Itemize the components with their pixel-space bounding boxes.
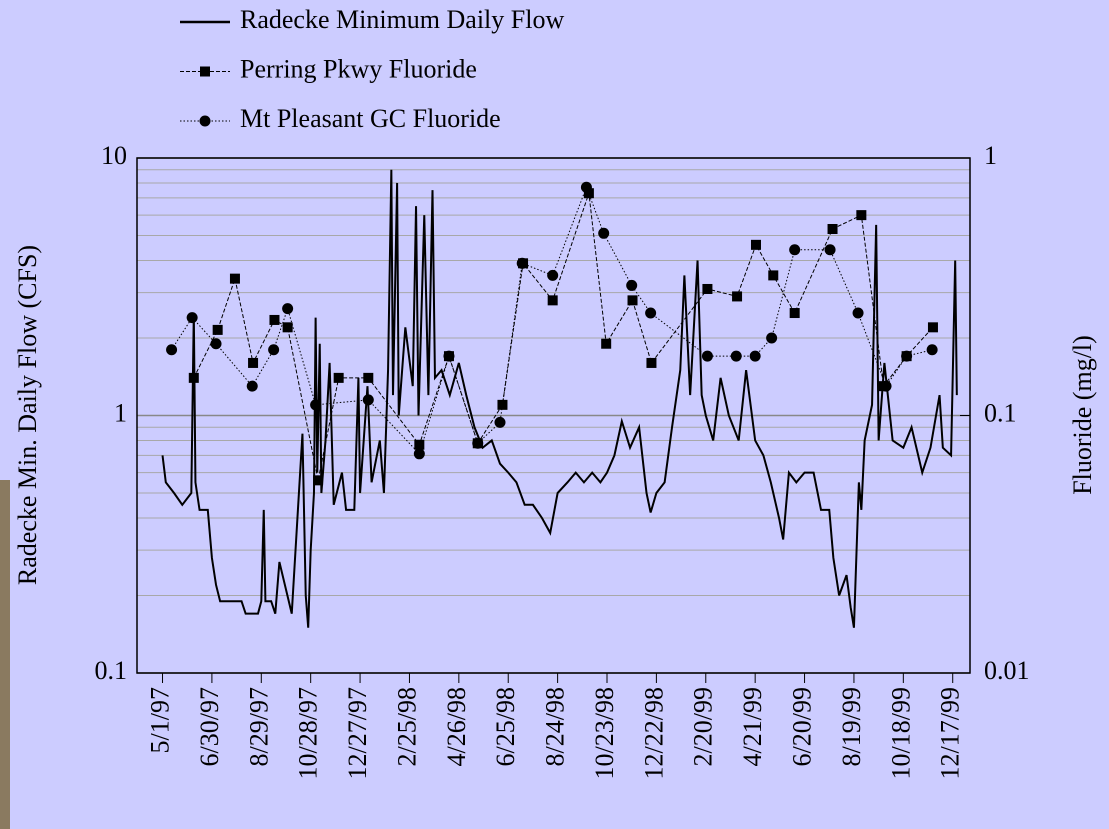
x-tick-label: 6/30/97	[195, 687, 224, 766]
marker	[282, 322, 293, 333]
marker	[362, 394, 374, 406]
marker	[310, 399, 322, 411]
x-tick-label: 12/27/97	[343, 687, 372, 779]
legend-label: Perring Pkwy Fluoride	[240, 54, 477, 83]
marker	[313, 475, 324, 486]
marker	[749, 350, 761, 362]
y-tick-label: 1	[114, 398, 127, 427]
marker	[730, 350, 742, 362]
marker	[472, 437, 484, 449]
marker	[269, 314, 280, 325]
marker	[789, 244, 801, 256]
x-tick-label: 12/22/98	[639, 687, 668, 779]
marker	[927, 322, 938, 333]
marker	[880, 380, 892, 392]
marker	[646, 357, 657, 368]
marker	[363, 372, 374, 383]
y2-tick-label: 0.01	[984, 656, 1030, 685]
marker	[210, 338, 222, 350]
marker	[333, 372, 344, 383]
x-tick-label: 2/25/98	[392, 687, 421, 766]
marker	[497, 399, 508, 410]
x-tick-label: 10/18/99	[886, 687, 915, 779]
marker	[789, 308, 800, 319]
marker	[583, 188, 594, 199]
marker	[856, 210, 867, 221]
legend-marker	[199, 115, 211, 127]
marker	[626, 279, 638, 291]
legend-marker	[200, 66, 210, 77]
x-tick-label: 4/26/98	[442, 687, 471, 766]
y2-axis-label: Fluoride (mg/l)	[1068, 335, 1097, 495]
series-line	[171, 185, 933, 455]
marker	[229, 273, 240, 284]
marker	[246, 380, 258, 392]
marker	[547, 269, 559, 281]
x-tick-label: 6/20/99	[788, 687, 817, 766]
marker	[598, 227, 610, 239]
x-tick-label: 12/17/99	[936, 687, 965, 779]
legend-label: Radecke Minimum Daily Flow	[240, 5, 564, 34]
x-tick-label: 5/1/97	[145, 687, 174, 753]
photo-edge	[0, 480, 10, 829]
marker	[188, 372, 199, 383]
x-tick-label: 10/23/98	[590, 687, 619, 779]
marker	[547, 295, 558, 306]
marker	[901, 350, 913, 362]
legend-label: Mt Pleasant GC Fluoride	[240, 104, 501, 133]
x-tick-label: 8/19/99	[837, 687, 866, 766]
marker	[766, 332, 778, 344]
marker	[443, 350, 455, 362]
marker	[580, 181, 592, 193]
marker	[166, 344, 178, 356]
x-tick-label: 8/29/97	[244, 687, 273, 766]
x-tick-label: 4/21/99	[738, 687, 767, 766]
x-tick-label: 2/20/99	[689, 687, 718, 766]
marker	[750, 239, 761, 250]
marker	[413, 448, 425, 460]
y-tick-label: 0.1	[95, 656, 128, 685]
marker	[627, 295, 638, 306]
marker	[212, 324, 223, 335]
y-axis-label: Radecke Min. Daily Flow (CFS)	[13, 245, 42, 585]
marker	[494, 416, 506, 428]
marker	[516, 257, 528, 269]
series-line	[161, 169, 958, 628]
marker	[732, 291, 743, 302]
marker	[268, 344, 280, 356]
marker	[852, 307, 864, 319]
marker	[601, 338, 612, 349]
x-tick-label: 10/28/97	[294, 687, 323, 779]
marker	[248, 357, 259, 368]
marker	[824, 244, 836, 256]
y-tick-label: 10	[101, 141, 127, 170]
marker	[186, 312, 198, 324]
marker	[702, 283, 713, 294]
y2-tick-label: 1	[984, 141, 997, 170]
marker	[701, 350, 713, 362]
marker	[768, 270, 779, 281]
marker	[827, 223, 838, 234]
marker	[282, 303, 294, 315]
plot-frame	[136, 157, 971, 674]
marker	[926, 344, 938, 356]
x-tick-label: 8/24/98	[541, 687, 570, 766]
marker	[645, 307, 657, 319]
x-tick-label: 6/25/98	[491, 687, 520, 766]
marker	[414, 439, 425, 450]
y2-tick-label: 0.1	[984, 398, 1017, 427]
